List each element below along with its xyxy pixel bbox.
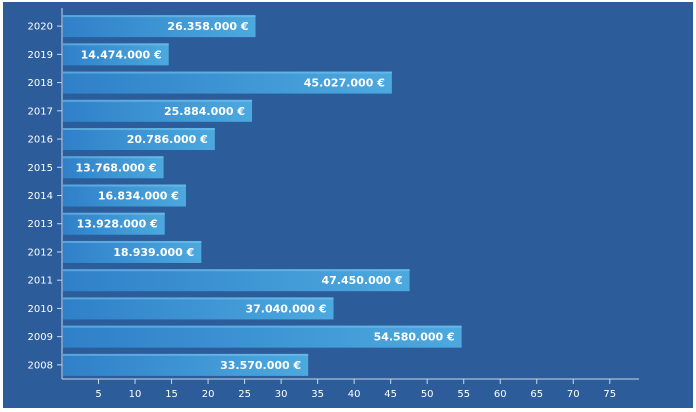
data-label-2009: 54.580.000 € (374, 331, 455, 344)
x-tick-label-70: 70 (567, 389, 580, 400)
bar-highlight-2010 (63, 297, 334, 300)
bar-highlight-2017 (63, 99, 253, 102)
y-tick-label-2013: 2013 (28, 219, 53, 230)
y-tick-label-2018: 2018 (28, 78, 53, 89)
bar-highlight-2018 (63, 71, 392, 74)
y-tick-label-2009: 2009 (28, 332, 53, 343)
x-tick-label-40: 40 (348, 389, 361, 400)
bar-2008 (63, 353, 309, 376)
x-tick-label-30: 30 (275, 389, 288, 400)
bar-highlight-2008 (63, 353, 309, 356)
x-axis-ticks: 5 10 15 20 25 30 35 40 45 50 55 60 65 70 75 (95, 379, 616, 400)
x-tick-label-5: 5 (95, 389, 101, 400)
bar-2009 (63, 325, 462, 348)
data-label-2008: 33.570.000 € (220, 359, 301, 372)
y-tick-label-2015: 2015 (28, 163, 53, 174)
bar-highlight-2019 (63, 43, 169, 46)
x-tick-label-75: 75 (603, 389, 616, 400)
bar-2011 (63, 269, 410, 292)
bar-2014 (63, 184, 186, 207)
data-label-2010: 37.040.000 € (245, 302, 326, 315)
x-tick-label-50: 50 (421, 389, 434, 400)
bar-highlight-2014 (63, 184, 186, 187)
bar-2012 (63, 240, 202, 263)
bar-2017 (63, 99, 253, 122)
y-tick-label-2017: 2017 (28, 106, 53, 117)
x-tick-label-25: 25 (238, 389, 251, 400)
data-label-2017: 25.884.000 € (164, 105, 245, 118)
bar-highlight-2015 (63, 156, 164, 159)
bar-2015 (63, 156, 164, 179)
y-tick-label-2011: 2011 (28, 276, 53, 287)
x-tick-label-65: 65 (530, 389, 543, 400)
x-tick-label-60: 60 (494, 389, 507, 400)
y-tick-label-2008: 2008 (28, 360, 53, 371)
data-label-2016: 20.786.000 € (127, 133, 208, 146)
y-axis-ticks: 2020 2019 2018 2017 2016 2015 2014 2013 2012 2011… (28, 22, 62, 371)
bar-highlight-2012 (63, 240, 202, 243)
data-label-2015: 13.768.000 € (75, 161, 156, 174)
x-tick-label-55: 55 (457, 389, 470, 400)
y-tick-label-2020: 2020 (28, 22, 53, 33)
y-tick-label-2016: 2016 (28, 135, 53, 146)
y-tick-label-2010: 2010 (28, 304, 53, 315)
bars-group: 26.358.000 € 14.474.000 € 45.027.000 € 25.8… (63, 15, 462, 376)
y-tick-label-2014: 2014 (28, 191, 53, 202)
x-tick-label-10: 10 (129, 389, 142, 400)
bar-highlight-2009 (63, 325, 462, 328)
y-tick-label-2019: 2019 (28, 50, 53, 61)
data-label-2018: 45.027.000 € (304, 77, 385, 90)
bar-2010 (63, 297, 334, 320)
data-label-2012: 18.939.000 € (113, 246, 194, 259)
x-tick-label-35: 35 (311, 389, 324, 400)
data-label-2020: 26.358.000 € (167, 20, 248, 33)
y-tick-label-2012: 2012 (28, 247, 53, 258)
bar-2020 (63, 15, 256, 38)
chart-panel: 26.358.000 € 14.474.000 € 45.027.000 € 25.8… (3, 2, 693, 408)
x-tick-label-20: 20 (202, 389, 215, 400)
bar-chart: 26.358.000 € 14.474.000 € 45.027.000 € 25.8… (28, 8, 639, 400)
data-label-2013: 13.928.000 € (77, 218, 158, 231)
bar-highlight-2011 (63, 269, 410, 272)
data-label-2011: 47.450.000 € (321, 274, 402, 287)
bar-highlight-2013 (63, 212, 165, 215)
bar-2016 (63, 128, 215, 151)
data-label-2014: 16.834.000 € (98, 190, 179, 203)
x-tick-label-15: 15 (165, 389, 178, 400)
bar-2018 (63, 71, 392, 94)
x-tick-label-45: 45 (384, 389, 397, 400)
bar-2013 (63, 212, 165, 235)
data-label-2019: 14.474.000 € (81, 48, 162, 61)
bar-2019 (63, 43, 169, 66)
bar-highlight-2016 (63, 128, 215, 131)
bar-highlight-2020 (63, 15, 256, 18)
